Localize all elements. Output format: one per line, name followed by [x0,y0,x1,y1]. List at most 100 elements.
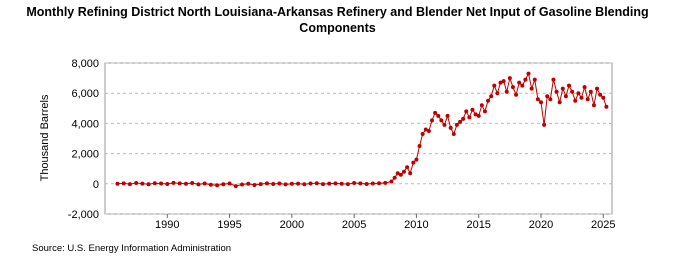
point [352,181,357,186]
point [377,181,382,186]
point [345,182,350,187]
point [510,85,515,90]
point [560,86,565,91]
point [548,97,553,102]
x-tick-label: 2005 [342,219,366,231]
x-tick-label: 1990 [155,219,179,231]
point [320,182,325,187]
point [604,104,609,109]
y-tick-label: 2,000 [71,149,99,161]
point [227,181,232,186]
point [542,122,547,127]
point [423,127,428,132]
point [370,181,375,186]
x-tick-label: 2025 [591,219,615,231]
point [246,181,251,186]
point [277,181,282,186]
point [563,94,568,99]
point [417,144,422,149]
point [504,89,509,94]
point [461,116,466,121]
point [252,183,257,188]
point [489,94,494,99]
point [476,113,481,118]
plot-area [104,62,613,215]
point [601,95,606,100]
point [408,171,413,176]
point [302,182,307,187]
point [598,92,603,97]
point [327,181,332,186]
point [159,181,164,186]
point [517,80,522,85]
point [445,113,450,118]
point [146,182,151,187]
point [398,172,403,177]
point [414,157,419,162]
point [535,97,540,102]
point [264,181,269,186]
point [283,182,288,187]
point [557,100,562,105]
point [551,77,556,82]
point [436,113,441,118]
point [339,181,344,186]
point [448,125,453,130]
point [392,175,397,180]
point [364,181,369,186]
x-tick-label: 2015 [466,219,490,231]
point [426,128,431,133]
point [429,118,434,123]
point [121,181,126,186]
point [482,109,487,114]
x-tick-label: 2010 [404,219,428,231]
point [411,160,416,165]
x-tick-label: 1995 [217,219,241,231]
point [529,86,534,91]
point [486,98,491,103]
point [570,89,575,94]
point [233,184,238,189]
point [395,171,400,176]
point [526,71,531,76]
point [567,83,572,88]
point [451,131,456,136]
point [127,182,132,187]
point [458,119,463,124]
point [439,118,444,123]
point [554,89,559,94]
point [433,110,438,115]
x-tick-label: 2020 [529,219,553,231]
point [333,181,338,186]
point [501,79,506,84]
point [177,181,182,186]
point [258,182,263,187]
point [314,181,319,186]
y-tick-label: 8,000 [71,58,99,70]
point [585,97,590,102]
point [221,182,226,187]
point [467,115,472,120]
point [492,83,497,88]
point [183,181,188,186]
point [520,83,525,88]
point [190,181,195,186]
point [495,91,500,96]
point [215,183,220,188]
point [442,122,447,127]
chart-title: Monthly Refining District North Louisian… [26,5,649,35]
point [579,95,584,100]
point [308,181,313,186]
point [595,86,600,91]
point [538,100,543,105]
point [591,103,596,108]
point [171,180,176,185]
point [514,92,519,97]
y-tick-label: 6,000 [71,88,99,100]
point [152,181,157,186]
point [420,131,425,136]
y-tick-label: 4,000 [71,118,99,130]
point [165,181,170,186]
